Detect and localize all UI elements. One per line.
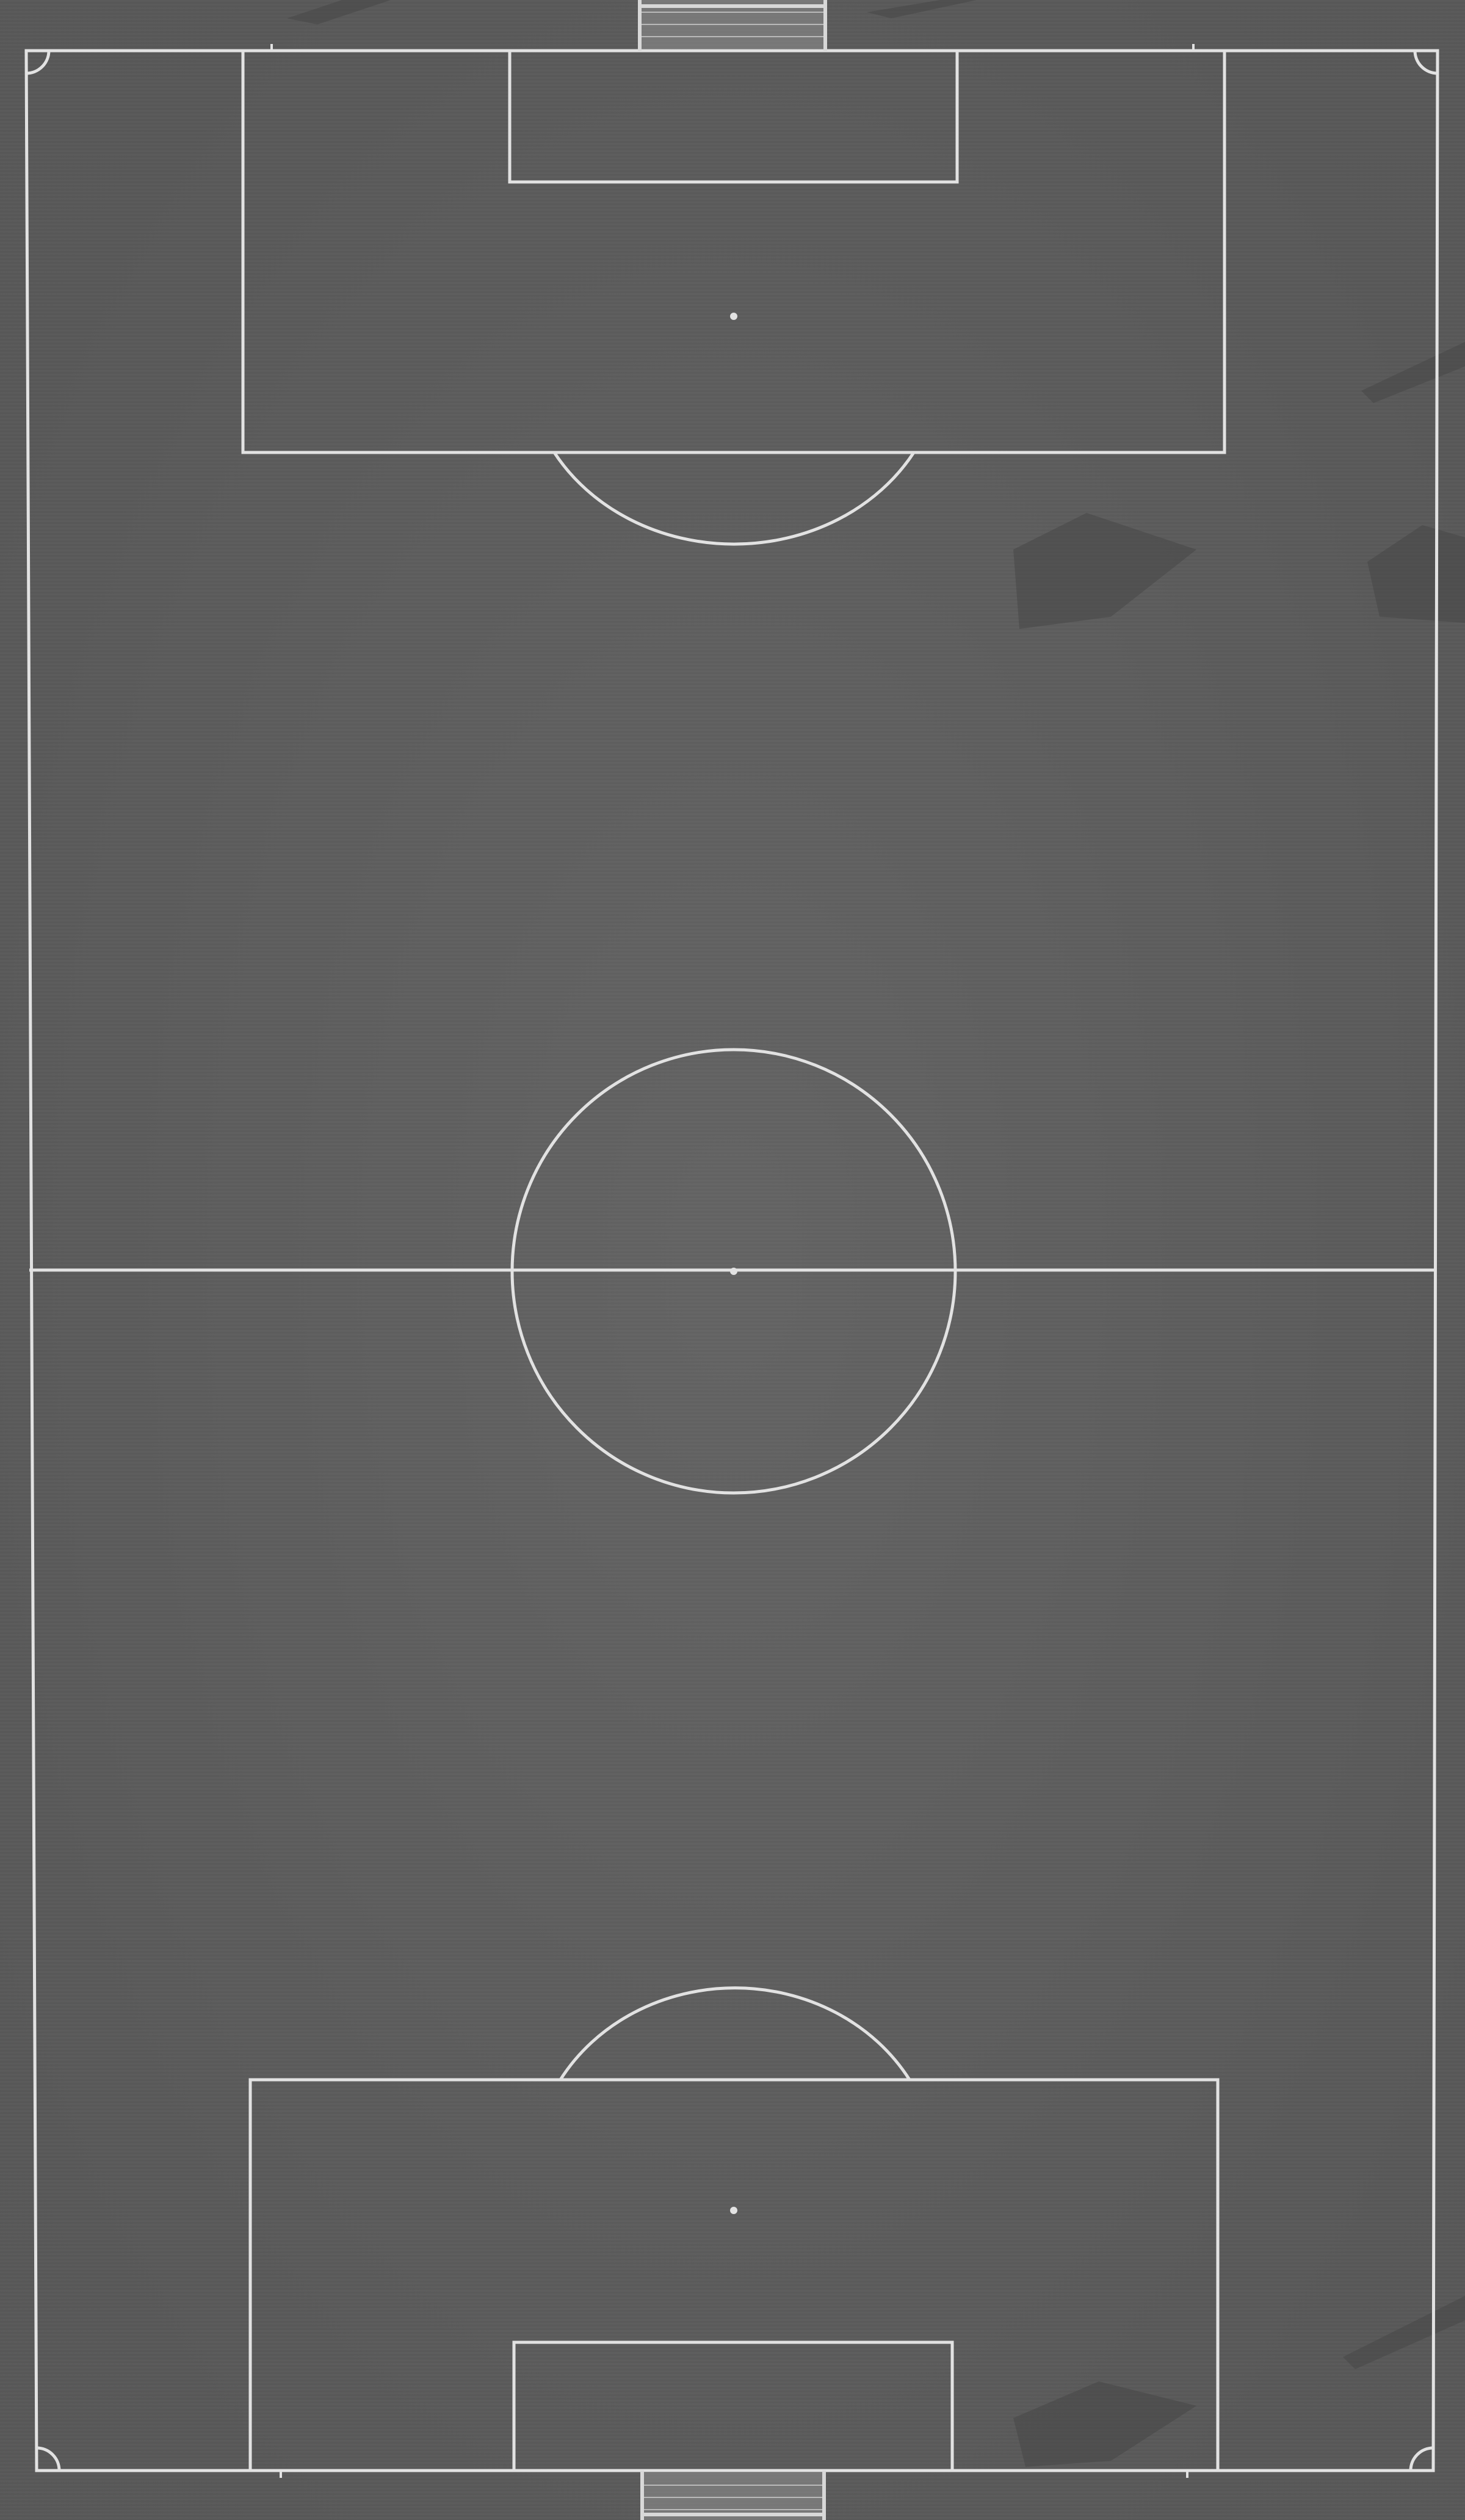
corner-arc-bottom-left <box>36 2446 61 2471</box>
shadow-streak <box>867 0 977 18</box>
pitch-spots <box>730 313 737 2214</box>
bottom-goal-net <box>642 2472 824 2520</box>
shadow-streak <box>287 0 391 24</box>
touchline-ticks <box>270 44 1195 2478</box>
corner-arc-top-left <box>26 50 51 75</box>
corner-arc-top-right <box>1413 50 1438 75</box>
shadow-figure <box>1013 513 1196 629</box>
top-goal-frame <box>638 0 827 51</box>
center-circle <box>510 1048 957 1495</box>
shadow-figure <box>1013 2381 1196 2467</box>
bottom-goal-mesh <box>642 2485 824 2510</box>
bottom-goal-frame <box>640 2471 826 2520</box>
shadow-streak <box>1361 342 1465 403</box>
shadow-figure <box>1367 525 1465 623</box>
top-penalty-arc <box>552 451 916 546</box>
bottom-goal-box <box>512 2340 954 2472</box>
corner-arc-bottom-right <box>1409 2446 1434 2471</box>
bottom-penalty-spot <box>730 2207 737 2214</box>
bottom-goal <box>640 2471 826 2520</box>
shadows <box>287 0 1465 2467</box>
top-goal <box>638 0 827 51</box>
top-goal-mesh <box>640 12 825 37</box>
center-spot <box>730 1268 737 1275</box>
top-goal-box <box>508 49 959 184</box>
bottom-penalty-arc <box>559 1986 911 2081</box>
top-penalty-spot <box>730 313 737 320</box>
